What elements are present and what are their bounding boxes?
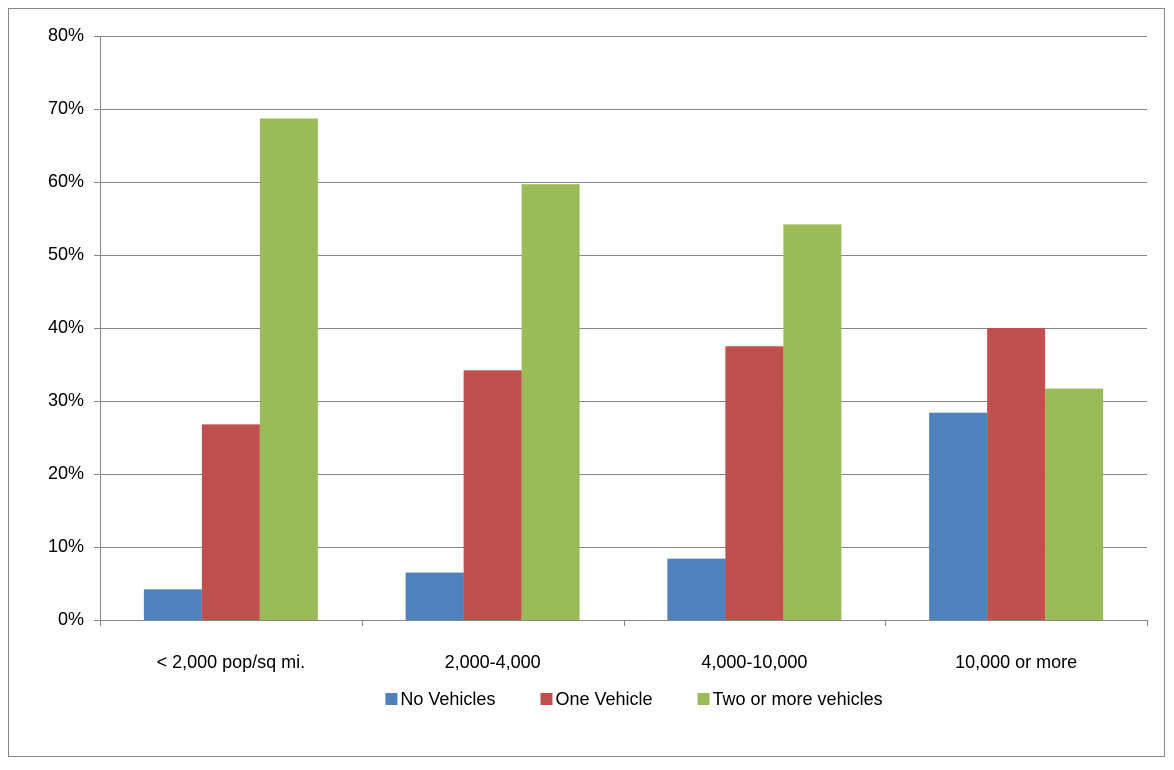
bar: [201, 424, 260, 620]
bar: [929, 412, 988, 620]
legend-label: Two or more vehicles: [713, 689, 883, 709]
x-tick-label: < 2,000 pop/sq mi.: [157, 652, 306, 672]
y-tick-label: 60%: [48, 171, 84, 191]
y-tick-label: 50%: [48, 244, 84, 264]
bar: [725, 346, 784, 620]
x-tick-label: 4,000-10,000: [701, 652, 807, 672]
y-tick-label: 40%: [48, 317, 84, 337]
bar: [463, 370, 522, 620]
legend-swatch: [697, 693, 710, 705]
legend-label: No Vehicles: [400, 689, 495, 709]
legend-swatch: [540, 693, 553, 705]
bar: [783, 224, 842, 620]
y-tick-label: 80%: [48, 25, 84, 45]
legend-swatch: [385, 693, 398, 705]
y-tick-label: 70%: [48, 98, 84, 118]
bar: [1045, 388, 1104, 620]
y-tick-label: 0%: [58, 609, 84, 629]
y-tick-label: 30%: [48, 390, 84, 410]
bar: [143, 589, 202, 620]
bar: [259, 118, 318, 621]
bar: [521, 184, 580, 620]
legend-label: One Vehicle: [555, 689, 652, 709]
bar: [987, 328, 1046, 620]
x-tick-label: 2,000-4,000: [445, 652, 541, 672]
bar: [405, 572, 464, 620]
x-tick-label: 10,000 or more: [955, 652, 1077, 672]
bar: [667, 558, 726, 620]
y-tick-label: 10%: [48, 536, 84, 556]
chart-border: [8, 8, 1165, 757]
y-tick-label: 20%: [48, 463, 84, 483]
